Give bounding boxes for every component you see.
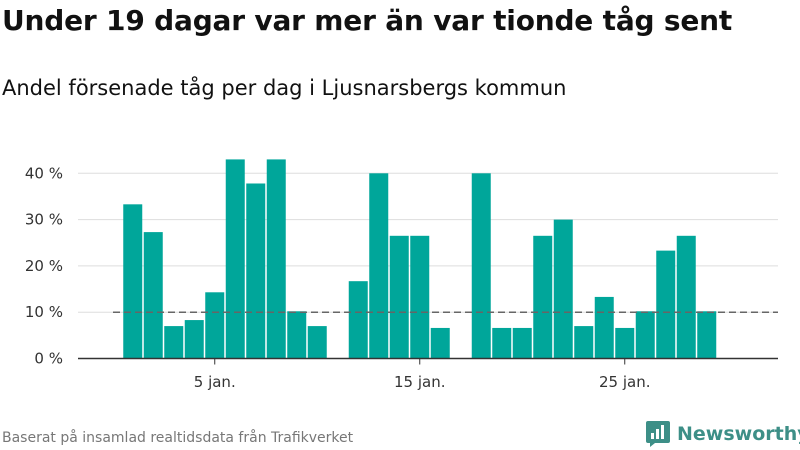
bar [266,159,286,359]
bar [656,250,676,359]
y-tick-label: 10 % [25,303,63,321]
bar [574,326,594,359]
bar [348,281,368,359]
brand-name: Newsworthy [677,423,800,445]
chart-title: Under 19 dagar var mer än var tionde tåg… [2,4,733,37]
bar [553,219,573,359]
x-tick-label: 5 jan. [194,373,236,391]
bar [389,235,409,359]
source-note: Baserat på insamlad realtidsdata från Tr… [2,430,354,446]
bar [492,327,512,359]
y-tick-label: 30 % [25,211,63,229]
bar [164,326,184,359]
y-tick-label: 40 % [25,164,63,182]
x-tick-label: 25 jan. [599,373,651,391]
bar [123,204,143,359]
bar [307,326,327,359]
bar [676,235,696,359]
bar [635,311,655,359]
bar [410,235,430,359]
bar [533,235,553,359]
bar [143,232,163,359]
bar [512,327,532,359]
y-tick-label: 20 % [25,257,63,275]
bar-chart: 0 % 10 % 20 % 30 % 40 % 5 jan. 15 jan. 25 jan. [25,159,778,391]
bar [615,327,635,359]
bar [225,159,245,359]
y-tick-label: 0 % [34,350,63,368]
newsworthy-logo-icon [646,421,670,447]
bar [697,311,717,359]
bar [205,292,225,359]
bar [287,311,307,359]
bar [184,320,204,359]
bar [430,327,450,359]
bar [246,183,266,359]
bar [369,173,389,359]
bar [471,173,491,359]
x-tick-label: 15 jan. [394,373,446,391]
bar [594,296,614,359]
brand-logo: Newsworthy [645,420,800,448]
chart-subtitle: Andel försenade tåg per dag i Ljusnarsbe… [2,76,567,100]
